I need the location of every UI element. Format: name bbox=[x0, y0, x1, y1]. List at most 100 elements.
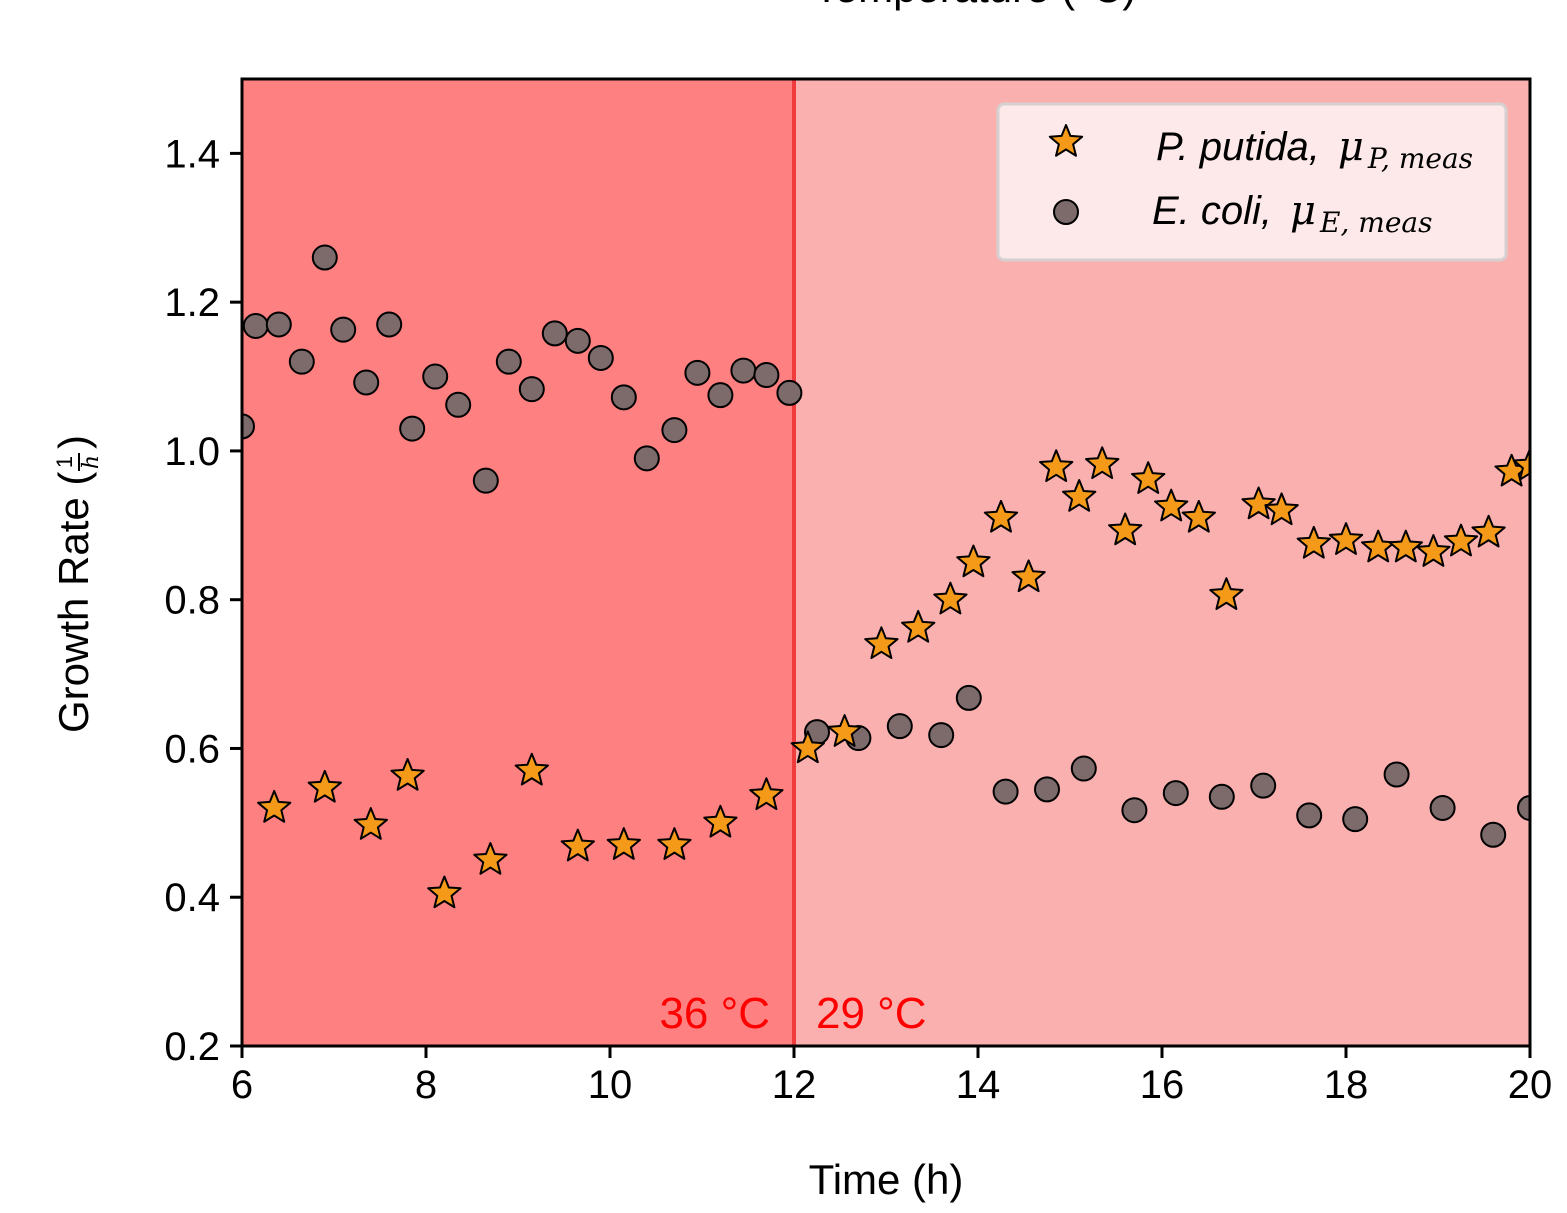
e-coli-point bbox=[1208, 783, 1235, 810]
plot-frame bbox=[240, 77, 1532, 1048]
e-coli-point bbox=[1034, 776, 1060, 803]
p-putida-point bbox=[1062, 479, 1097, 512]
e-coli-point bbox=[564, 327, 591, 354]
legend-star-icon bbox=[1048, 124, 1084, 157]
p-putida-point bbox=[1154, 488, 1189, 522]
e-coli-point bbox=[955, 684, 982, 711]
p-putida-point bbox=[703, 804, 738, 838]
svg-text:): ) bbox=[50, 435, 97, 449]
p-putida-point bbox=[473, 842, 508, 875]
legend: P. putida, μ P, meas E. coli, μ E, meas bbox=[996, 102, 1508, 262]
e-coli-point bbox=[1429, 794, 1456, 821]
p-putida-point bbox=[257, 789, 292, 823]
y-axis-title: Growth Rate ( 1 h ) bbox=[50, 435, 104, 733]
e-coli-point bbox=[753, 362, 780, 389]
e-coli-point bbox=[541, 320, 568, 347]
e-coli-point bbox=[376, 311, 403, 338]
e-coli-point bbox=[472, 467, 499, 494]
y-axis-ticks: 0.2 0.4 0.6 0.8 1.0 1.2 1.4 bbox=[164, 132, 242, 1069]
p-putida-point bbox=[933, 581, 968, 615]
y-tick-label: 0.8 bbox=[164, 579, 220, 623]
p-putida-point bbox=[1512, 447, 1530, 481]
x-tick-label: 8 bbox=[415, 1063, 437, 1107]
p-putida-point bbox=[1011, 559, 1046, 593]
e-coli-point bbox=[928, 722, 955, 749]
y-tick-label: 1.4 bbox=[164, 132, 220, 176]
e-coli-point bbox=[1342, 806, 1369, 833]
x-tick-label: 16 bbox=[1140, 1063, 1185, 1107]
p-putida-point bbox=[1264, 492, 1299, 526]
e-coli-point bbox=[1296, 802, 1323, 829]
p-putida-point bbox=[427, 875, 462, 909]
e-coli-point bbox=[1070, 755, 1097, 782]
e-coli-point bbox=[242, 312, 269, 339]
region-background-0 bbox=[242, 79, 794, 1046]
e-coli-point bbox=[1383, 761, 1410, 788]
e-coli-point bbox=[445, 391, 472, 418]
p-putida-point bbox=[1296, 525, 1331, 559]
p-putida-point bbox=[1388, 529, 1423, 563]
e-coli-point bbox=[495, 348, 522, 375]
p-putida-point bbox=[1039, 449, 1074, 483]
y-tick-label: 0.6 bbox=[164, 727, 220, 771]
e-coli-point bbox=[661, 417, 688, 444]
e-coli-point bbox=[399, 415, 426, 442]
region-label-29c: 29 °C bbox=[816, 989, 927, 1038]
e-coli-point bbox=[633, 445, 660, 472]
p-putida-point bbox=[560, 828, 595, 862]
p-putida-point bbox=[1443, 523, 1479, 557]
p-putida-point bbox=[956, 544, 991, 578]
e-coli-point bbox=[684, 359, 711, 386]
e-coli-point bbox=[422, 363, 449, 390]
p-putida-point bbox=[1085, 446, 1120, 480]
y-axis-title-close: ) bbox=[50, 435, 97, 449]
data-points bbox=[242, 244, 1530, 909]
p-putida-point bbox=[749, 777, 784, 811]
p-putida-point bbox=[1108, 512, 1143, 546]
p-putida-point bbox=[901, 609, 936, 643]
e-coli-point bbox=[992, 778, 1019, 805]
y-tick-label: 0.4 bbox=[164, 876, 220, 920]
p-putida-point bbox=[1471, 514, 1506, 548]
p-putida-point bbox=[983, 499, 1019, 533]
e-coli-point bbox=[1480, 821, 1507, 848]
e-coli-point bbox=[330, 316, 357, 343]
e-coli-point bbox=[353, 369, 380, 396]
e-coli-point bbox=[242, 413, 255, 440]
region-label-36c: 36 °C bbox=[659, 989, 770, 1038]
p-putida-point bbox=[1131, 461, 1166, 494]
e-coli-point bbox=[886, 713, 913, 740]
p-putida-point bbox=[1181, 499, 1216, 533]
p-putida-point bbox=[1328, 522, 1364, 555]
x-tick-label: 18 bbox=[1324, 1063, 1369, 1107]
p-putida-point bbox=[827, 714, 862, 747]
p-putida-point bbox=[790, 730, 825, 764]
legend-box bbox=[996, 102, 1508, 262]
y-axis-title-denominator: h bbox=[79, 455, 104, 469]
legend-label-e-coli: E. coli, μ E, meas bbox=[1152, 188, 1432, 239]
y-tick-label: 1.2 bbox=[164, 281, 220, 325]
x-tick-label: 20 bbox=[1508, 1063, 1553, 1107]
x-tick-label: 14 bbox=[956, 1063, 1001, 1107]
e-coli-point bbox=[1121, 797, 1148, 824]
temperature-axis-title: Temperature (°C) bbox=[814, 0, 1137, 11]
legend-star-marker bbox=[1048, 124, 1084, 157]
svg-text:Growth Rate (: Growth Rate ( bbox=[50, 472, 97, 733]
p-putida-point bbox=[1416, 534, 1451, 567]
legend-circle-marker bbox=[1053, 199, 1079, 225]
e-coli-point bbox=[587, 344, 614, 371]
e-coli-point bbox=[288, 348, 315, 375]
p-putida-point bbox=[390, 757, 425, 791]
legend-label-p-putida: P. putida, μ P, meas bbox=[1156, 124, 1473, 175]
e-coli-point bbox=[1517, 794, 1530, 821]
x-axis-ticks: 6 8 10 12 14 16 18 20 bbox=[231, 1046, 1552, 1107]
e-coli-point bbox=[776, 379, 803, 406]
e-coli-point bbox=[707, 382, 734, 409]
p-putida-point bbox=[353, 807, 388, 840]
e-coli-point bbox=[1162, 780, 1189, 807]
p-putida-point bbox=[606, 827, 641, 860]
x-tick-label: 6 bbox=[231, 1063, 253, 1107]
p-putida-point bbox=[657, 827, 692, 860]
legend-circle-icon bbox=[1053, 199, 1079, 225]
e-coli-point bbox=[311, 244, 338, 271]
